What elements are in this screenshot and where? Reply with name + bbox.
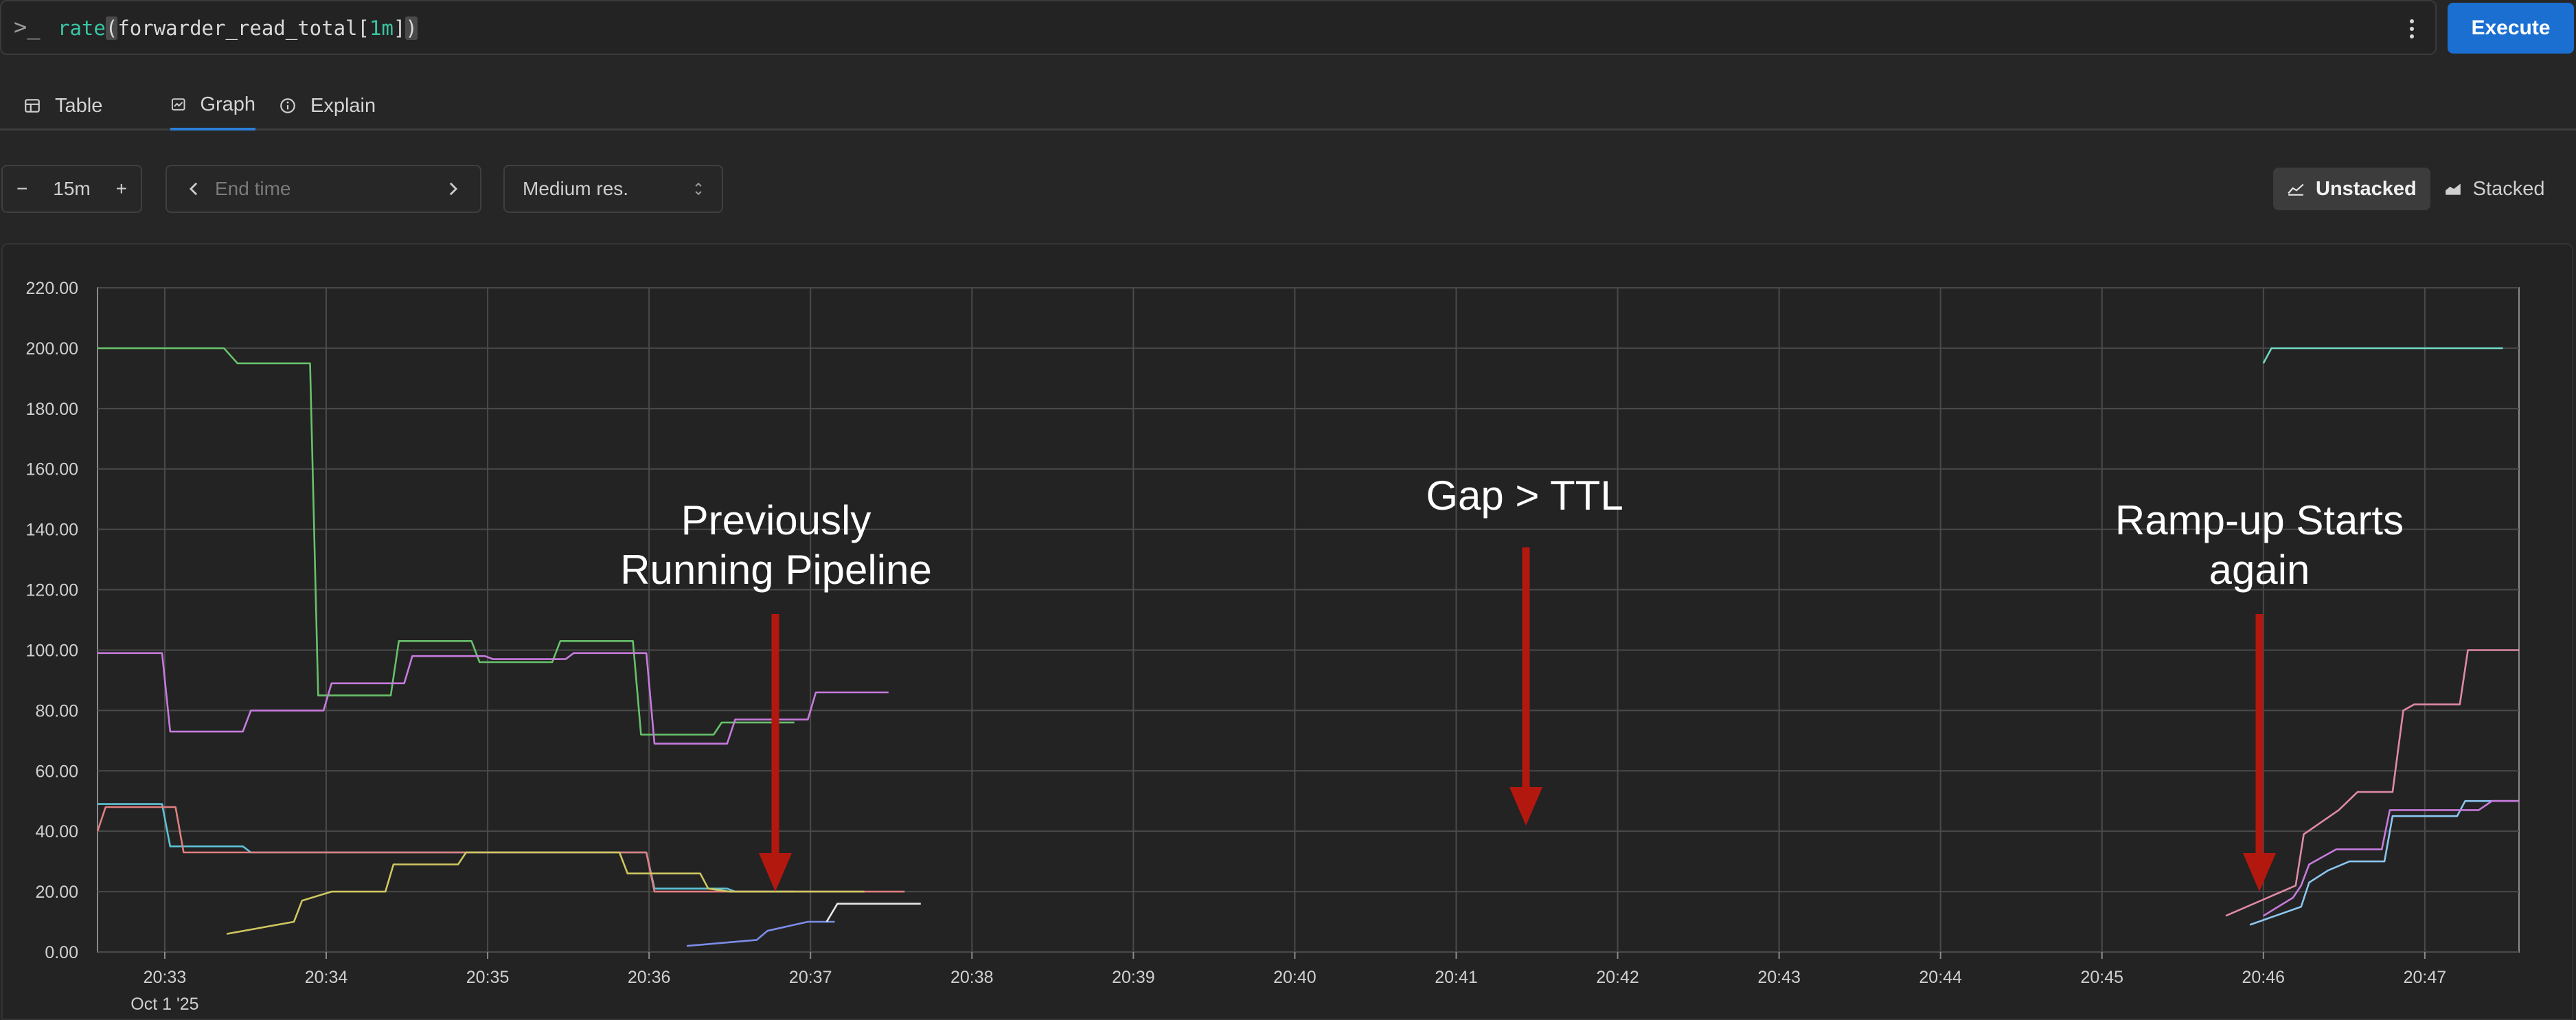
annotation-gap-ttl: Gap > TTL [1346, 471, 1703, 521]
graph-panel: 0.00 20.00 40.00 60.00 80.00 100.00 120.00 140.… [1, 243, 2573, 1020]
series-line [98, 347, 795, 736]
query-range-open: [ [357, 16, 369, 40]
y-tick-label: 120.00 [26, 581, 78, 600]
stack-mode-toggle: Unstacked Stacked [2273, 163, 2575, 214]
x-tick-label: 20:47 [2404, 968, 2447, 987]
x-tick-label: 20:40 [1273, 968, 1317, 987]
annotation-previous-pipeline: Previously Running Pipeline [604, 496, 948, 595]
area-chart-icon [2445, 183, 2461, 195]
y-tick-label: 220.00 [26, 279, 78, 298]
table-icon [25, 99, 40, 113]
chevron-updown-icon [695, 182, 702, 196]
x-tick-label: 20:33 [144, 968, 187, 987]
annotation-ramp-up: Ramp-up Starts again [2074, 496, 2445, 595]
range-decrease-button[interactable]: − [16, 178, 28, 199]
tab-explain-label: Explain [310, 94, 376, 117]
query-range-value: 1m [369, 16, 394, 40]
x-tick-label: 20:36 [628, 968, 671, 987]
query-close-paren: ) [405, 16, 418, 40]
tab-table-label: Table [55, 94, 103, 117]
series-line [825, 903, 921, 922]
unstacked-label: Unstacked [2316, 177, 2417, 200]
annotation-line: again [2209, 547, 2310, 593]
x-tick-label: 20:34 [305, 968, 348, 987]
chevron-left-icon[interactable] [187, 181, 200, 196]
x-tick-label: 20:39 [1112, 968, 1155, 987]
x-tick-label: 20:35 [466, 968, 510, 987]
tab-graph[interactable]: Graph [170, 81, 255, 131]
line-chart-icon [2288, 183, 2304, 196]
info-icon [280, 98, 295, 113]
annotation-arrow-head [1509, 787, 1542, 826]
query-open-paren: ( [105, 16, 118, 40]
y-tick-label: 180.00 [26, 400, 78, 419]
query-metric: forwarder_read_total [117, 16, 358, 40]
series-line [98, 652, 889, 745]
tab-table[interactable]: Table [23, 81, 109, 131]
series-line [98, 803, 795, 893]
x-tick-label: 20:46 [2242, 968, 2286, 987]
x-tick-label: 20:45 [2080, 968, 2123, 987]
x-tick-label: 20:44 [1919, 968, 1962, 987]
graph-icon [171, 98, 185, 111]
y-tick-label: 0.00 [45, 943, 78, 962]
series-line [96, 806, 905, 893]
annotation-arrow-head [759, 853, 792, 892]
annotation-arrow-head [2243, 853, 2276, 892]
annotation-line: Gap > TTL [1426, 473, 1623, 519]
tab-explain[interactable]: Explain [279, 81, 389, 131]
series-line [2262, 347, 2503, 364]
series-line [2263, 800, 2519, 917]
stacked-button[interactable]: Stacked [2430, 168, 2559, 210]
chevron-right-icon[interactable] [447, 181, 459, 196]
end-time-input[interactable]: End time [215, 178, 291, 199]
series-line [226, 851, 865, 935]
y-tick-label: 80.00 [35, 701, 78, 721]
x-tick-label: 20:38 [950, 968, 994, 987]
end-time-control: End time [166, 165, 481, 213]
query-expression-input[interactable]: rate(forwarder_read_total[1m]) [58, 16, 418, 40]
query-input-bar[interactable]: >_ rate(forwarder_read_total[1m]) [0, 0, 2437, 55]
query-range-close: ] [393, 16, 406, 40]
resolution-value: Medium res. [523, 178, 629, 199]
y-tick-label: 100.00 [26, 641, 78, 660]
time-series-chart[interactable]: 0.00 20.00 40.00 60.00 80.00 100.00 120.00 140.… [3, 245, 2575, 1020]
x-tick-label: 20:41 [1435, 968, 1478, 987]
range-value[interactable]: 15m [53, 178, 91, 199]
x-tick-label: 20:37 [789, 968, 832, 987]
range-increase-button[interactable]: + [115, 178, 127, 199]
annotation-line: Ramp-up Starts [2115, 497, 2404, 543]
series-line [2249, 800, 2519, 926]
annotation-line: Running Pipeline [620, 547, 932, 593]
more-options-icon[interactable] [2402, 14, 2421, 44]
view-tabs: Table Graph Explain [0, 81, 2576, 131]
y-tick-label: 200.00 [26, 339, 78, 359]
query-function: rate [58, 16, 106, 40]
y-tick-label: 140.00 [26, 521, 78, 540]
resolution-select[interactable]: Medium res. [503, 165, 723, 213]
execute-button[interactable]: Execute [2448, 3, 2574, 54]
y-tick-label: 40.00 [35, 822, 78, 841]
y-tick-label: 60.00 [35, 762, 78, 781]
terminal-prompt-icon: >_ [14, 14, 41, 40]
range-control: − 15m + [1, 165, 142, 213]
stacked-label: Stacked [2472, 177, 2545, 200]
unstacked-button[interactable]: Unstacked [2273, 168, 2430, 210]
annotation-line: Previously [681, 497, 871, 543]
x-date-label: Oct 1 '25 [130, 995, 198, 1014]
series-line [686, 920, 835, 947]
y-tick-label: 160.00 [26, 460, 78, 479]
y-tick-label: 20.00 [35, 883, 78, 902]
tab-graph-label: Graph [200, 93, 255, 115]
x-tick-label: 20:43 [1757, 968, 1801, 987]
series-line [2225, 649, 2519, 917]
x-tick-label: 20:42 [1596, 968, 1639, 987]
